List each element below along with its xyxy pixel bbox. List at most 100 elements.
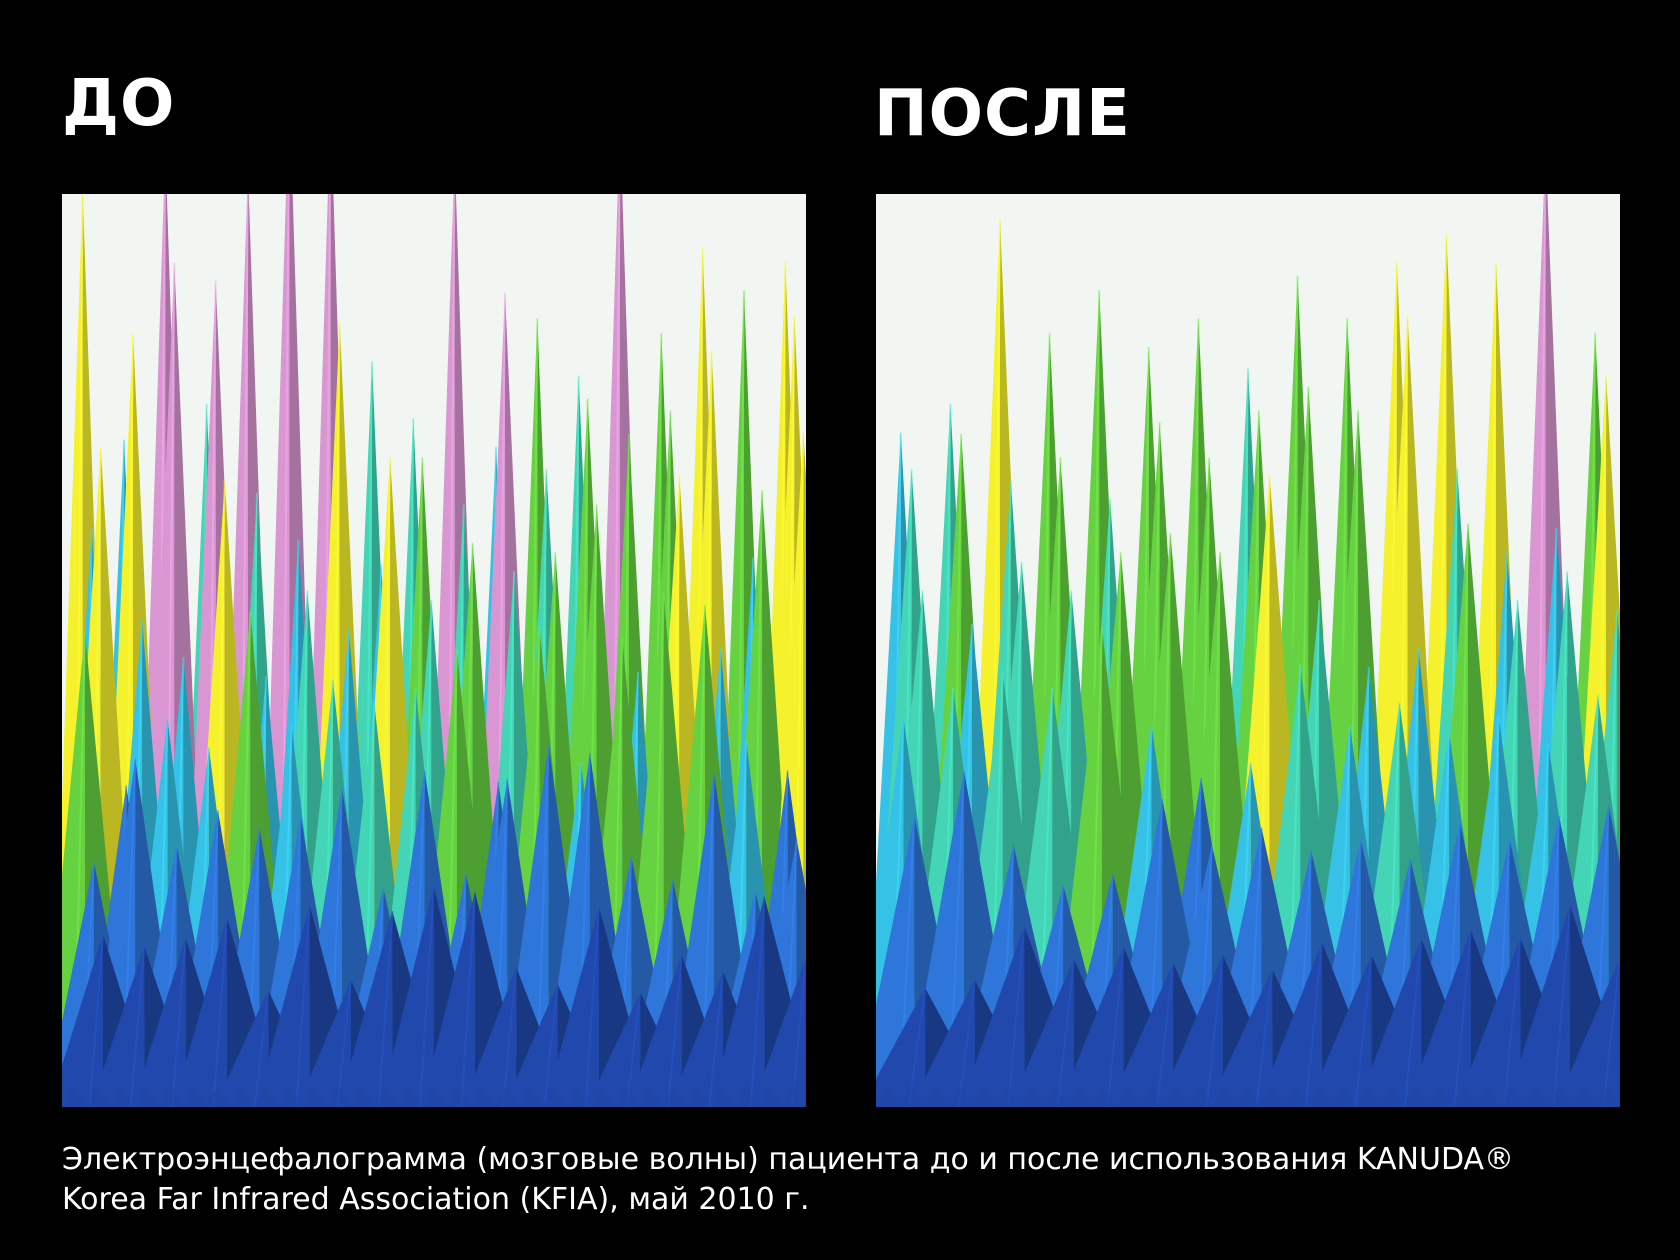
after-lattice-cell: [1572, 1085, 1596, 1107]
chart-caption: Электроэнцефалограмма (мозговые волны) п…: [62, 1140, 1622, 1220]
after-lattice-cell: [1308, 1085, 1332, 1107]
before-peak-ridge: [460, 892, 476, 1107]
before-lattice-cell: [758, 1085, 782, 1107]
after-lattice-cell: [948, 1085, 972, 1107]
after-lattice-cell: [972, 1085, 996, 1107]
before-peak-ridge: [212, 917, 228, 1107]
before-peak-ridge: [171, 937, 187, 1107]
after-peak-ridge: [1503, 937, 1522, 1107]
before-peak-left-face: [131, 938, 186, 1107]
after-peak-ridge: [1205, 954, 1224, 1107]
after-lattice-cell: [1068, 1085, 1092, 1107]
after-peak-left-face: [1555, 958, 1620, 1107]
before-peak-ridge: [708, 971, 724, 1107]
before-peak-ridge: [88, 933, 104, 1107]
after-peak-left-face: [1207, 969, 1273, 1107]
after-lattice-cell: [1476, 1085, 1500, 1107]
before-lattice-cell: [86, 1085, 110, 1107]
after-lattice-cell: [1092, 1085, 1116, 1107]
before-lattice-cell: [638, 1085, 662, 1107]
before-peak-left-face: [255, 904, 310, 1107]
after-peak-left-face: [1257, 942, 1322, 1107]
before-lattice-cell: [566, 1085, 590, 1107]
before-lattice-cell: [302, 1085, 326, 1107]
before-peak-ridge: [749, 896, 766, 1107]
before-lattice-cell: [494, 1085, 518, 1107]
after-lattice-cell: [1212, 1085, 1236, 1107]
after-peak-ridge: [1552, 904, 1571, 1107]
before-peak-ridge: [295, 904, 311, 1107]
before-peak-left-face: [751, 958, 806, 1107]
before-peak-left-face: [297, 979, 351, 1107]
after-peak-ridge: [1354, 954, 1373, 1107]
after-peak-ridge: [1453, 929, 1472, 1107]
after-lattice-cell: [1260, 1085, 1284, 1107]
before-peak-left-face: [710, 896, 765, 1107]
after-peak-ridge: [1602, 958, 1620, 1107]
before-lattice-cell: [446, 1085, 470, 1107]
after-lattice-cell: [1356, 1085, 1380, 1107]
after-peak-left-face: [1307, 954, 1372, 1107]
after-peak-ridge: [957, 979, 976, 1107]
after-lattice-cell: [1044, 1085, 1068, 1107]
before-peak-left-face: [90, 946, 145, 1107]
before-lattice-cell: [470, 1085, 494, 1107]
after-lattice-cell: [924, 1085, 948, 1107]
before-peak-left-face: [499, 744, 549, 1107]
before-lattice-cell: [278, 1085, 302, 1107]
after-lattice-cell: [1524, 1085, 1548, 1107]
before-lattice-cell: [422, 1085, 446, 1107]
before-lattice-cell: [182, 1085, 206, 1107]
after-peak-left-face: [1505, 904, 1570, 1107]
before-peak-ridge: [543, 983, 559, 1107]
after-peak-ridge: [1404, 937, 1423, 1107]
after-peak-ridge: [1304, 942, 1323, 1107]
eeg-chart-before: [62, 194, 806, 1107]
after-peak-left-face: [910, 979, 975, 1107]
after-lattice-cell: [1236, 1085, 1260, 1107]
before-peak-left-face: [586, 992, 641, 1107]
before-lattice-cell: [158, 1085, 182, 1107]
before-lattice-cell: [614, 1085, 638, 1107]
after-base-lattice: [876, 1085, 1620, 1107]
before-peak-ridge: [584, 906, 600, 1107]
before-lattice-cell: [254, 1085, 278, 1107]
after-peak-left-face: [1009, 958, 1074, 1107]
after-peak-ridge: [1255, 969, 1274, 1107]
before-peak-ridge: [419, 885, 435, 1107]
before-peak-left-face: [669, 971, 723, 1107]
after-lattice-cell: [1500, 1085, 1524, 1107]
after-lattice-cell: [1596, 1085, 1620, 1107]
before-peak-left-face: [462, 967, 517, 1107]
before-peak-left-face: [214, 990, 269, 1107]
before-peak-ridge: [791, 958, 806, 1107]
before-peak-ridge: [501, 967, 518, 1107]
before-peak-left-face: [173, 917, 227, 1107]
before-lattice-cell: [398, 1085, 422, 1107]
before-peak-left-face: [338, 910, 393, 1107]
before-peak-ridge: [667, 954, 683, 1107]
after-peak-left-face: [1406, 929, 1471, 1107]
after-lattice-cell: [1116, 1085, 1140, 1107]
after-peak-left-face: [1455, 938, 1521, 1107]
after-lattice-cell: [876, 1085, 900, 1107]
before-peak-ridge: [625, 992, 642, 1107]
after-peak-left-face: [1108, 963, 1174, 1107]
before-lattice-cell: [518, 1085, 542, 1107]
eeg-surface-after: [876, 194, 1620, 1107]
after-lattice-cell: [1428, 1085, 1452, 1107]
after-lattice-cell: [1404, 1085, 1428, 1107]
before-peak-left-face: [379, 885, 434, 1107]
after-lattice-cell: [1380, 1085, 1404, 1107]
before-peak-left-face: [421, 892, 475, 1107]
before-lattice-cell: [326, 1085, 350, 1107]
before-lattice-cell: [230, 1085, 254, 1107]
before-lattice-cell: [542, 1085, 566, 1107]
before-lattice-cell: [590, 1085, 614, 1107]
after-lattice-cell: [996, 1085, 1020, 1107]
before-lattice-cell: [134, 1085, 158, 1107]
after-lattice-cell: [1332, 1085, 1356, 1107]
after-peak-left-face: [904, 770, 964, 1107]
before-peak-ridge: [253, 990, 270, 1107]
before-peak-ridge: [377, 910, 394, 1107]
